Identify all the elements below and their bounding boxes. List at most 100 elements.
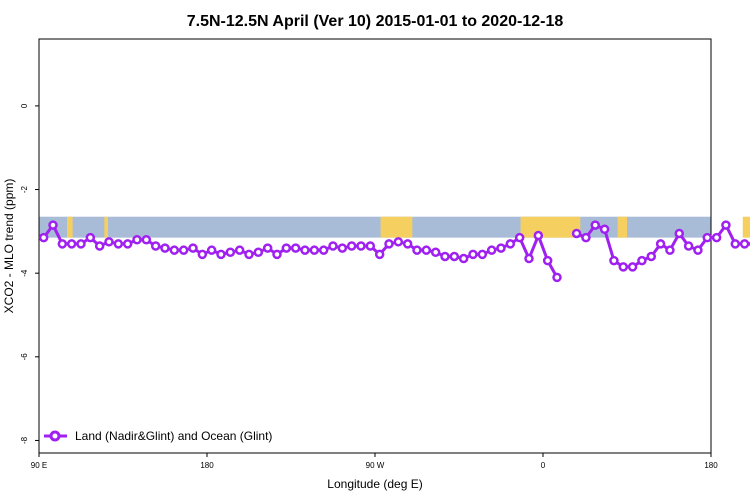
data-point xyxy=(721,220,731,230)
legend: Land (Nadir&Glint) and Ocean (Glint) xyxy=(44,429,272,443)
land-segment xyxy=(104,216,109,238)
legend-marker-swatch xyxy=(49,430,61,442)
data-point xyxy=(552,272,562,283)
data-point xyxy=(627,262,638,272)
data-point xyxy=(374,249,385,260)
x-tick-label: 180 xyxy=(200,461,214,470)
data-point xyxy=(440,251,450,262)
data-point xyxy=(76,239,86,249)
data-point xyxy=(637,255,647,266)
data-point xyxy=(309,245,320,255)
data-point xyxy=(599,224,610,235)
legend-label: Land (Nadir&Glint) and Ocean (Glint) xyxy=(75,429,272,443)
y-tick-label: -4 xyxy=(20,269,29,277)
y-tick-label: 0 xyxy=(20,103,29,108)
data-point xyxy=(272,249,282,260)
data-point xyxy=(206,245,217,255)
data-point xyxy=(300,245,310,255)
data-point xyxy=(646,251,657,262)
data-point xyxy=(94,241,105,251)
data-point xyxy=(346,241,357,251)
x-tick-label: 90 E xyxy=(31,461,47,470)
data-point xyxy=(514,232,525,243)
data-point xyxy=(449,251,460,262)
data-point xyxy=(421,245,432,255)
x-tick-label: 90 W xyxy=(366,461,385,470)
data-point xyxy=(244,249,254,260)
data-point xyxy=(711,232,722,243)
chart-title: 7.5N-12.5N April (Ver 10) 2015-01-01 to … xyxy=(187,13,564,30)
data-point xyxy=(683,241,694,251)
data-point xyxy=(505,239,516,249)
data-point xyxy=(85,232,96,243)
data-point xyxy=(66,239,77,249)
data-point xyxy=(430,247,441,258)
land-segment xyxy=(617,216,627,238)
data-point xyxy=(458,253,469,264)
data-point xyxy=(104,237,114,247)
data-point xyxy=(693,245,703,255)
data-point xyxy=(581,232,591,243)
data-point xyxy=(337,243,348,253)
data-point xyxy=(618,262,629,272)
data-point xyxy=(739,239,750,249)
ocean-band xyxy=(39,216,711,238)
y-tick-label: -2 xyxy=(20,185,29,193)
y-axis: 0 -2 -4 -6 -8 xyxy=(20,103,39,444)
data-point xyxy=(393,237,404,247)
data-point xyxy=(496,243,506,253)
data-point xyxy=(141,234,152,245)
land-segment xyxy=(742,216,750,238)
data-point xyxy=(178,245,189,255)
data-point xyxy=(524,253,534,264)
data-point xyxy=(150,241,161,251)
data-point xyxy=(38,232,49,243)
data-point xyxy=(402,239,413,249)
data-point xyxy=(486,245,497,255)
data-point xyxy=(253,247,264,258)
data-point xyxy=(665,245,675,255)
y-tick-label: -8 xyxy=(20,436,29,444)
data-point xyxy=(234,245,245,255)
land-ocean-mask-band xyxy=(39,216,750,238)
data-point xyxy=(225,247,236,258)
land-segment xyxy=(67,216,73,238)
data-point xyxy=(113,239,124,249)
land-segment xyxy=(520,216,581,238)
data-point xyxy=(318,245,329,255)
y-tick-label: -6 xyxy=(20,353,29,361)
data-point xyxy=(655,239,666,249)
data-point xyxy=(542,255,553,266)
x-tick-label: 0 xyxy=(541,461,546,470)
data-point xyxy=(262,243,273,253)
data-point xyxy=(674,228,685,239)
land-segment xyxy=(380,216,413,238)
data-point xyxy=(590,220,601,230)
data-point xyxy=(188,243,198,253)
data-point xyxy=(281,243,292,253)
data-point xyxy=(412,245,422,255)
y-axis-label: XCO2 - MLO trend (ppm) xyxy=(2,179,16,314)
data-point xyxy=(132,234,142,245)
data-point xyxy=(571,228,582,239)
data-point xyxy=(197,249,208,260)
data-point xyxy=(477,249,488,260)
data-point xyxy=(169,245,180,255)
data-point xyxy=(290,243,301,253)
x-axis: 90 E 180 90 W 0 180 xyxy=(31,453,718,470)
data-point xyxy=(57,239,68,249)
data-point xyxy=(384,239,394,249)
data-point xyxy=(533,230,544,241)
data-point xyxy=(702,232,713,243)
data-point xyxy=(122,239,133,249)
data-point xyxy=(356,241,366,251)
x-axis-label: Longitude (deg E) xyxy=(327,477,422,491)
data-point xyxy=(160,243,170,253)
series-layer xyxy=(38,220,750,283)
data-point xyxy=(48,220,58,230)
x-tick-label: 180 xyxy=(704,461,718,470)
data-point xyxy=(365,241,376,251)
data-point xyxy=(328,241,338,251)
data-point xyxy=(216,249,226,260)
